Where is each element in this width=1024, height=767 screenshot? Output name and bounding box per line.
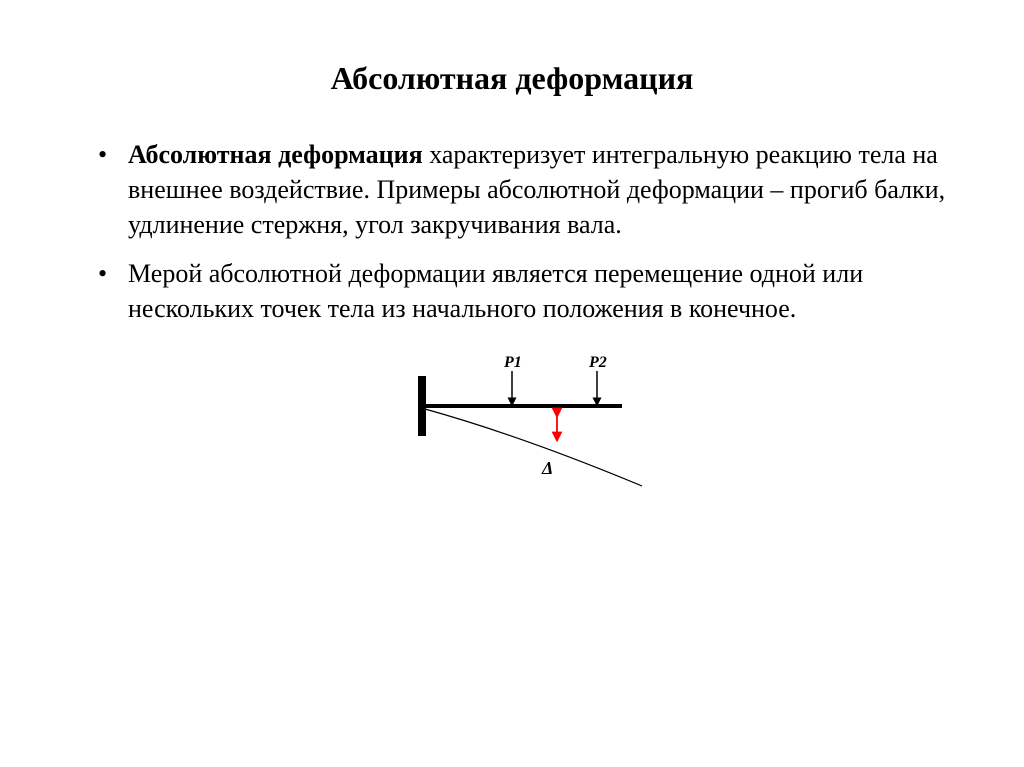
slide-page: Абсолютная деформация Абсолютная деформа…	[0, 0, 1024, 767]
bullet-list: Абсолютная деформация характеризует инте…	[70, 137, 954, 326]
svg-text:P1: P1	[503, 356, 522, 371]
diagram-container: P1 P2 Δ	[70, 356, 954, 526]
bullet-text: Мерой абсолютной деформации является пер…	[128, 259, 863, 323]
bullet-item: Мерой абсолютной деформации является пер…	[98, 256, 954, 326]
bullet-term: Абсолютная деформация	[128, 140, 423, 169]
page-title: Абсолютная деформация	[70, 60, 954, 97]
svg-text:P2: P2	[588, 356, 607, 371]
beam-deflection-diagram: P1 P2 Δ	[362, 356, 662, 526]
bullet-item: Абсолютная деформация характеризует инте…	[98, 137, 954, 242]
svg-text:Δ: Δ	[541, 458, 553, 478]
